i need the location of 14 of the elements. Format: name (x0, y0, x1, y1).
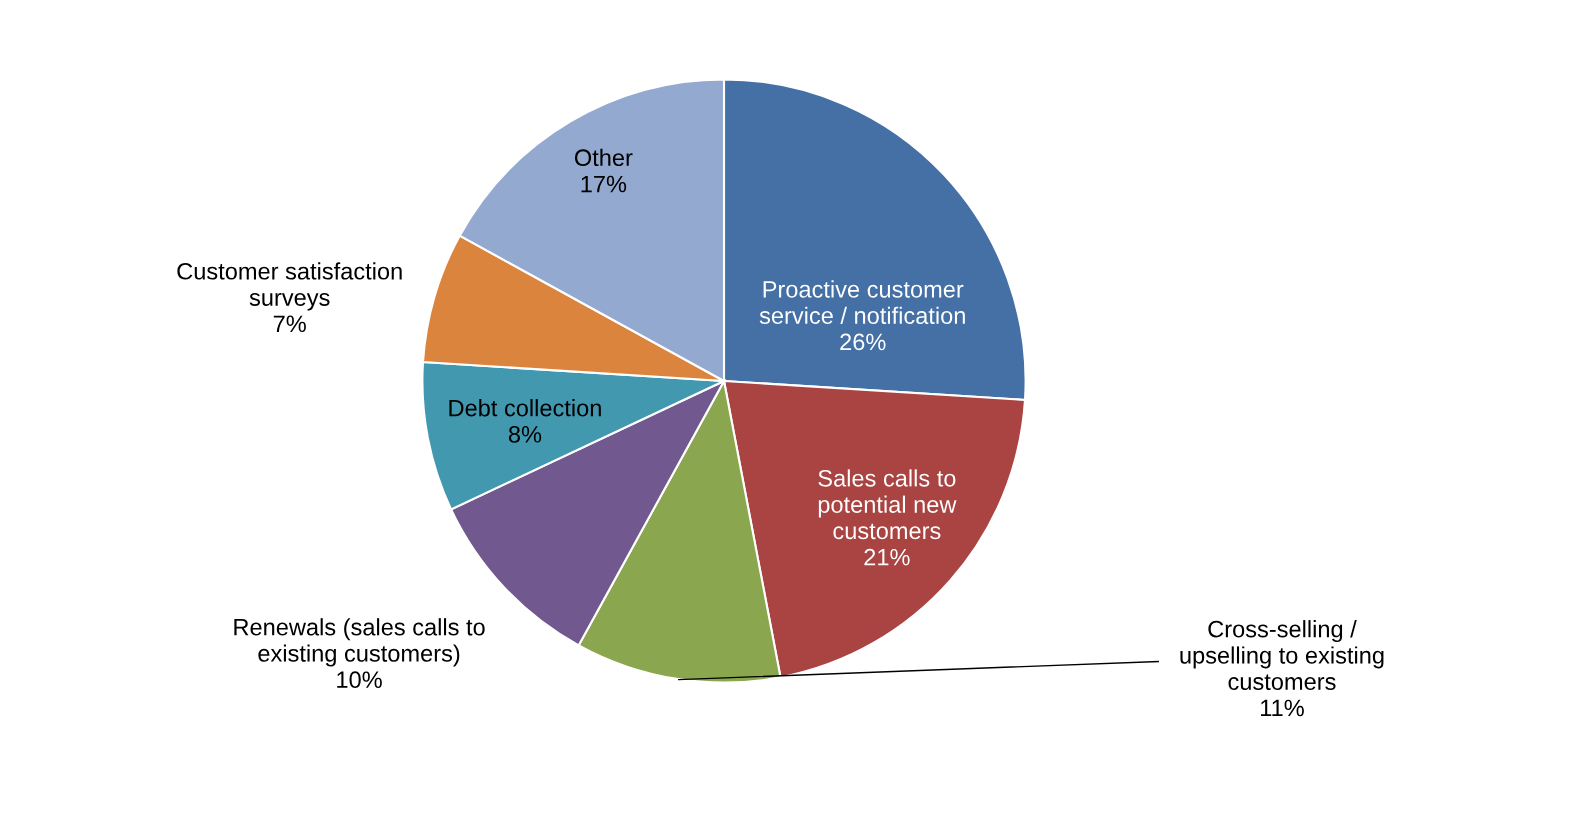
slice-label: Cross-selling / upselling to existing customers (1180, 620, 1384, 691)
data-label: 21% (864, 548, 910, 566)
data-label: 7% (273, 315, 306, 333)
slice-label: Renewals (sales calls to existing customers) (234, 618, 485, 667)
data-label: 10% (337, 671, 382, 689)
slice-label: Other (574, 148, 633, 167)
slice-label: Sales calls to potential new customers (818, 469, 957, 540)
slice-label: Debt collection (449, 399, 601, 417)
data-label: 26% (840, 333, 886, 351)
data-label: 8% (508, 425, 542, 443)
slice-label: Proactive customer service / notification (759, 280, 965, 324)
data-label: 17% (581, 175, 627, 193)
slice-label: Customer satisfaction surveys (177, 262, 402, 311)
data-label: 11% (1261, 699, 1304, 717)
